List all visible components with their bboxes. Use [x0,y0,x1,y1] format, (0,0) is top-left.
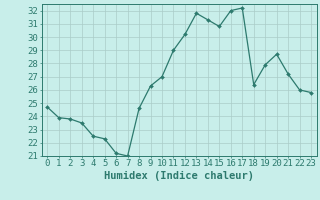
X-axis label: Humidex (Indice chaleur): Humidex (Indice chaleur) [104,171,254,181]
